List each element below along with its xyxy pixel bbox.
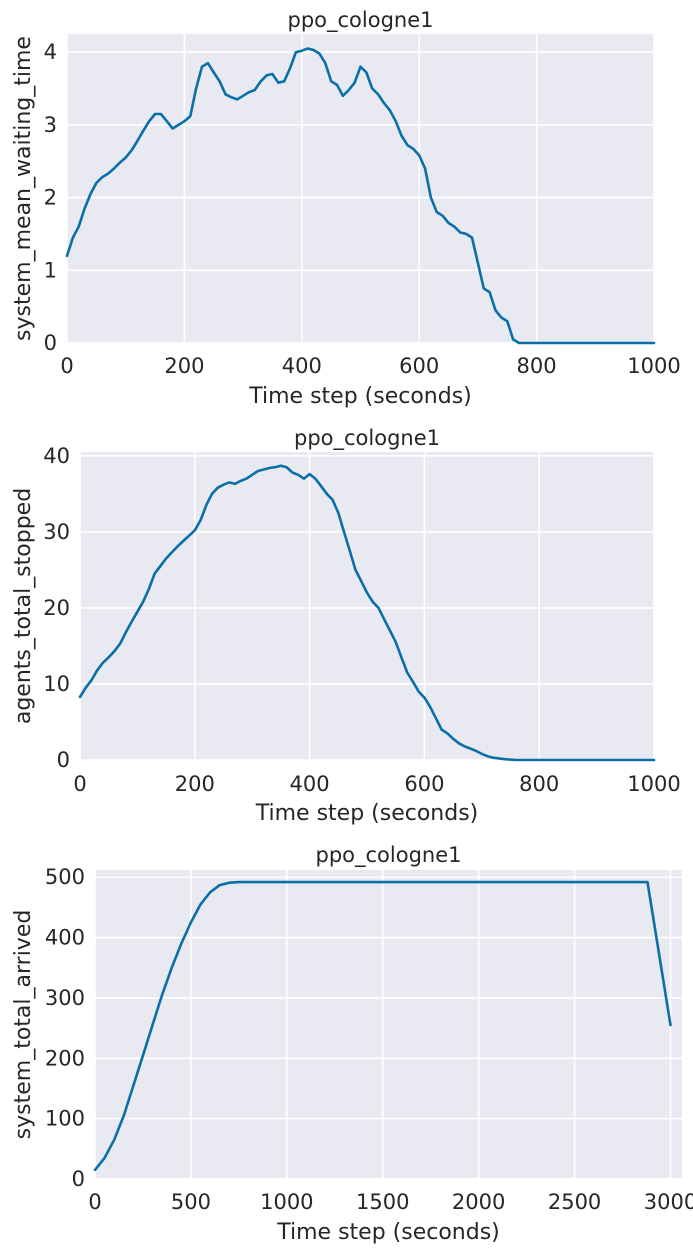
y-tick-label: 0 bbox=[44, 331, 57, 355]
x-tick-label: 500 bbox=[171, 1190, 211, 1214]
x-tick-label: 400 bbox=[282, 354, 322, 378]
plot-area bbox=[95, 870, 682, 1179]
y-axis-label: system_mean_waiting_time bbox=[11, 36, 36, 341]
chart-2: 0 200 400 600 800 1000 0 10 20 30 40 ppo_cologne1 Ti… bbox=[11, 426, 681, 826]
y-axis-label: agents_total_stopped bbox=[11, 488, 36, 724]
chart-title: ppo_cologne1 bbox=[315, 843, 461, 868]
y-tick-label: 1 bbox=[44, 258, 57, 282]
chart-3: 0 500 1000 1500 2000 2500 3000 0 100 200 300 400 500… bbox=[11, 843, 693, 1245]
x-tick-label: 1000 bbox=[627, 354, 680, 378]
y-tick-label: 30 bbox=[43, 520, 70, 544]
x-tick-label: 3000 bbox=[644, 1190, 693, 1214]
y-tick-label: 400 bbox=[45, 926, 85, 950]
y-tick-label: 10 bbox=[43, 672, 70, 696]
y-tick-label: 300 bbox=[45, 986, 85, 1010]
y-tick-label: 500 bbox=[45, 865, 85, 889]
y-tick-label: 2 bbox=[44, 186, 57, 210]
x-tick-label: 0 bbox=[60, 354, 73, 378]
x-tick-label: 600 bbox=[399, 354, 439, 378]
x-axis-label: Time step (seconds) bbox=[255, 801, 479, 826]
x-tick-label: 2500 bbox=[548, 1190, 601, 1214]
x-tick-label: 0 bbox=[73, 772, 86, 796]
y-tick-label: 3 bbox=[44, 113, 57, 137]
x-tick-label: 2000 bbox=[452, 1190, 505, 1214]
y-tick-label: 100 bbox=[45, 1107, 85, 1131]
x-tick-label: 200 bbox=[175, 772, 215, 796]
x-tick-label: 800 bbox=[519, 772, 559, 796]
plot-area bbox=[80, 452, 654, 760]
series-line-1 bbox=[93, 880, 672, 1172]
chart-1: 0 200 400 600 800 1000 0 1 2 3 4 ppo_cologne1 Time s… bbox=[11, 8, 681, 409]
y-tick-label: 40 bbox=[43, 444, 70, 468]
y-tick-label: 200 bbox=[45, 1046, 85, 1070]
y-axis-label: system_total_arrived bbox=[11, 910, 36, 1140]
x-tick-label: 600 bbox=[404, 772, 444, 796]
x-tick-label: 1000 bbox=[260, 1190, 313, 1214]
x-tick-label: 800 bbox=[517, 354, 557, 378]
x-tick-label: 200 bbox=[164, 354, 204, 378]
series-line-1 bbox=[65, 47, 656, 345]
chart-title: ppo_cologne1 bbox=[294, 426, 440, 451]
x-axis-label: Time step (seconds) bbox=[276, 1220, 500, 1245]
x-tick-label: 400 bbox=[290, 772, 330, 796]
y-tick-label: 20 bbox=[43, 596, 70, 620]
x-tick-label: 0 bbox=[88, 1190, 101, 1214]
y-tick-label: 0 bbox=[72, 1167, 85, 1191]
x-tick-label: 1500 bbox=[356, 1190, 409, 1214]
y-tick-label: 0 bbox=[57, 748, 70, 772]
x-tick-label: 1000 bbox=[627, 772, 680, 796]
chart-title: ppo_cologne1 bbox=[287, 8, 433, 33]
y-tick-label: 4 bbox=[44, 40, 57, 64]
plot-area bbox=[67, 34, 654, 343]
series-line-1 bbox=[78, 464, 656, 762]
x-axis-label: Time step (seconds) bbox=[248, 384, 472, 409]
